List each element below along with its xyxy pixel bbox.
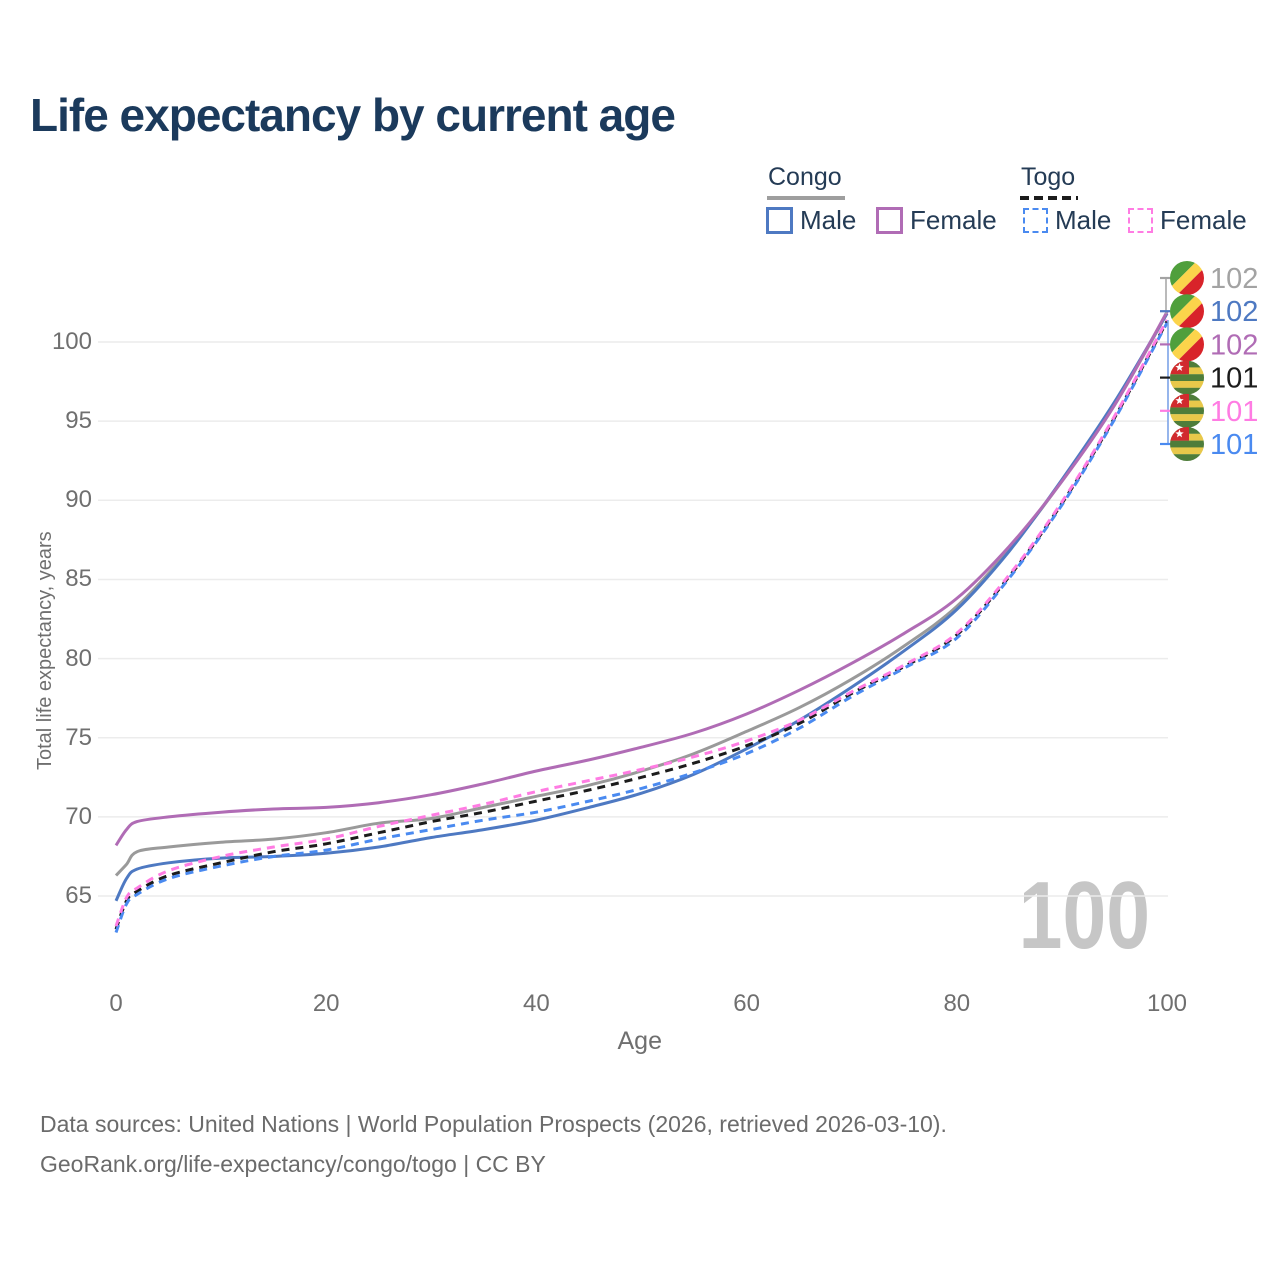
x-tick-label-80: 80: [943, 990, 971, 1017]
x-tick-label-20: 20: [312, 990, 340, 1017]
legend-item-togo-male[interactable]: Male: [1023, 205, 1111, 236]
page-title: Life expectancy by current age: [30, 89, 676, 141]
end-label-value-congo-2: 102: [1210, 329, 1258, 361]
congo-flag-icon: [1170, 261, 1204, 295]
series-line-togo-both-sexes: [114, 320, 1169, 930]
legend-item-togo-female[interactable]: Female: [1128, 205, 1247, 236]
source-line-2: GeoRank.org/life-expectancy/congo/togo |…: [40, 1151, 546, 1177]
y-tick-label-80: 80: [65, 644, 92, 672]
series-line-togo-male: [114, 322, 1169, 934]
togo-male-swatch-icon: [1023, 208, 1048, 233]
legend-item-label: Female: [910, 205, 997, 235]
congo-flag-icon: [1170, 294, 1204, 329]
legend-group-congo[interactable]: Congo: [768, 163, 842, 191]
data-sources-note: Data sources: United Nations | World Pop…: [40, 1104, 947, 1184]
end-label-value-togo-3: 101: [1210, 363, 1258, 395]
legend-underline-congo-solid: [767, 196, 845, 200]
gridlines: [98, 341, 1168, 897]
end-label-value-congo-1: 102: [1210, 296, 1258, 328]
series-lines: [114, 311, 1169, 934]
legend-item-label: Male: [1055, 205, 1112, 235]
legend-underline-togo-dashed: [1020, 196, 1078, 200]
togo-flag-icon: [1170, 393, 1204, 428]
togo-female-swatch-icon: [1128, 208, 1153, 233]
legend-item-congo-female[interactable]: Female: [876, 205, 997, 236]
series-line-togo-female: [114, 319, 1169, 927]
x-tick-label-100: 100: [1146, 990, 1188, 1017]
end-label-value-togo-4: 101: [1210, 396, 1258, 428]
y-tick-label-100: 100: [51, 328, 92, 355]
togo-flag-icon: [1170, 360, 1204, 395]
y-tick-label-95: 95: [65, 407, 92, 435]
legend-group-togo[interactable]: Togo: [1021, 163, 1076, 191]
end-label-value-togo-5: 101: [1210, 429, 1258, 461]
congo-flag-icon: [1170, 327, 1204, 362]
togo-flag-icon: [1170, 427, 1204, 461]
x-tick-label-0: 0: [109, 990, 123, 1017]
end-label-value-congo-0: 102: [1210, 263, 1258, 295]
congo-female-swatch-icon: [876, 207, 903, 234]
y-tick-label-90: 90: [65, 486, 92, 514]
y-tick-label-85: 85: [65, 565, 92, 593]
congo-male-swatch-icon: [766, 207, 793, 234]
legend-item-label: Male: [800, 205, 857, 235]
series-line-congo-both-sexes: [114, 312, 1169, 877]
legend-item-congo-male[interactable]: Male: [766, 205, 856, 236]
x-axis-title: Age: [617, 1027, 662, 1055]
y-tick-label-65: 65: [65, 882, 92, 910]
x-tick-label-60: 60: [733, 990, 760, 1017]
legend-item-label: Female: [1160, 205, 1247, 235]
y-tick-label-75: 75: [65, 723, 92, 751]
y-tick-label-70: 70: [65, 802, 92, 830]
x-tick-label-40: 40: [523, 990, 550, 1017]
current-age-watermark: 100: [1018, 862, 1150, 969]
series-line-congo-male: [114, 312, 1169, 902]
series-line-congo-female: [114, 311, 1169, 847]
source-line-1: Data sources: United Nations | World Pop…: [40, 1111, 947, 1137]
